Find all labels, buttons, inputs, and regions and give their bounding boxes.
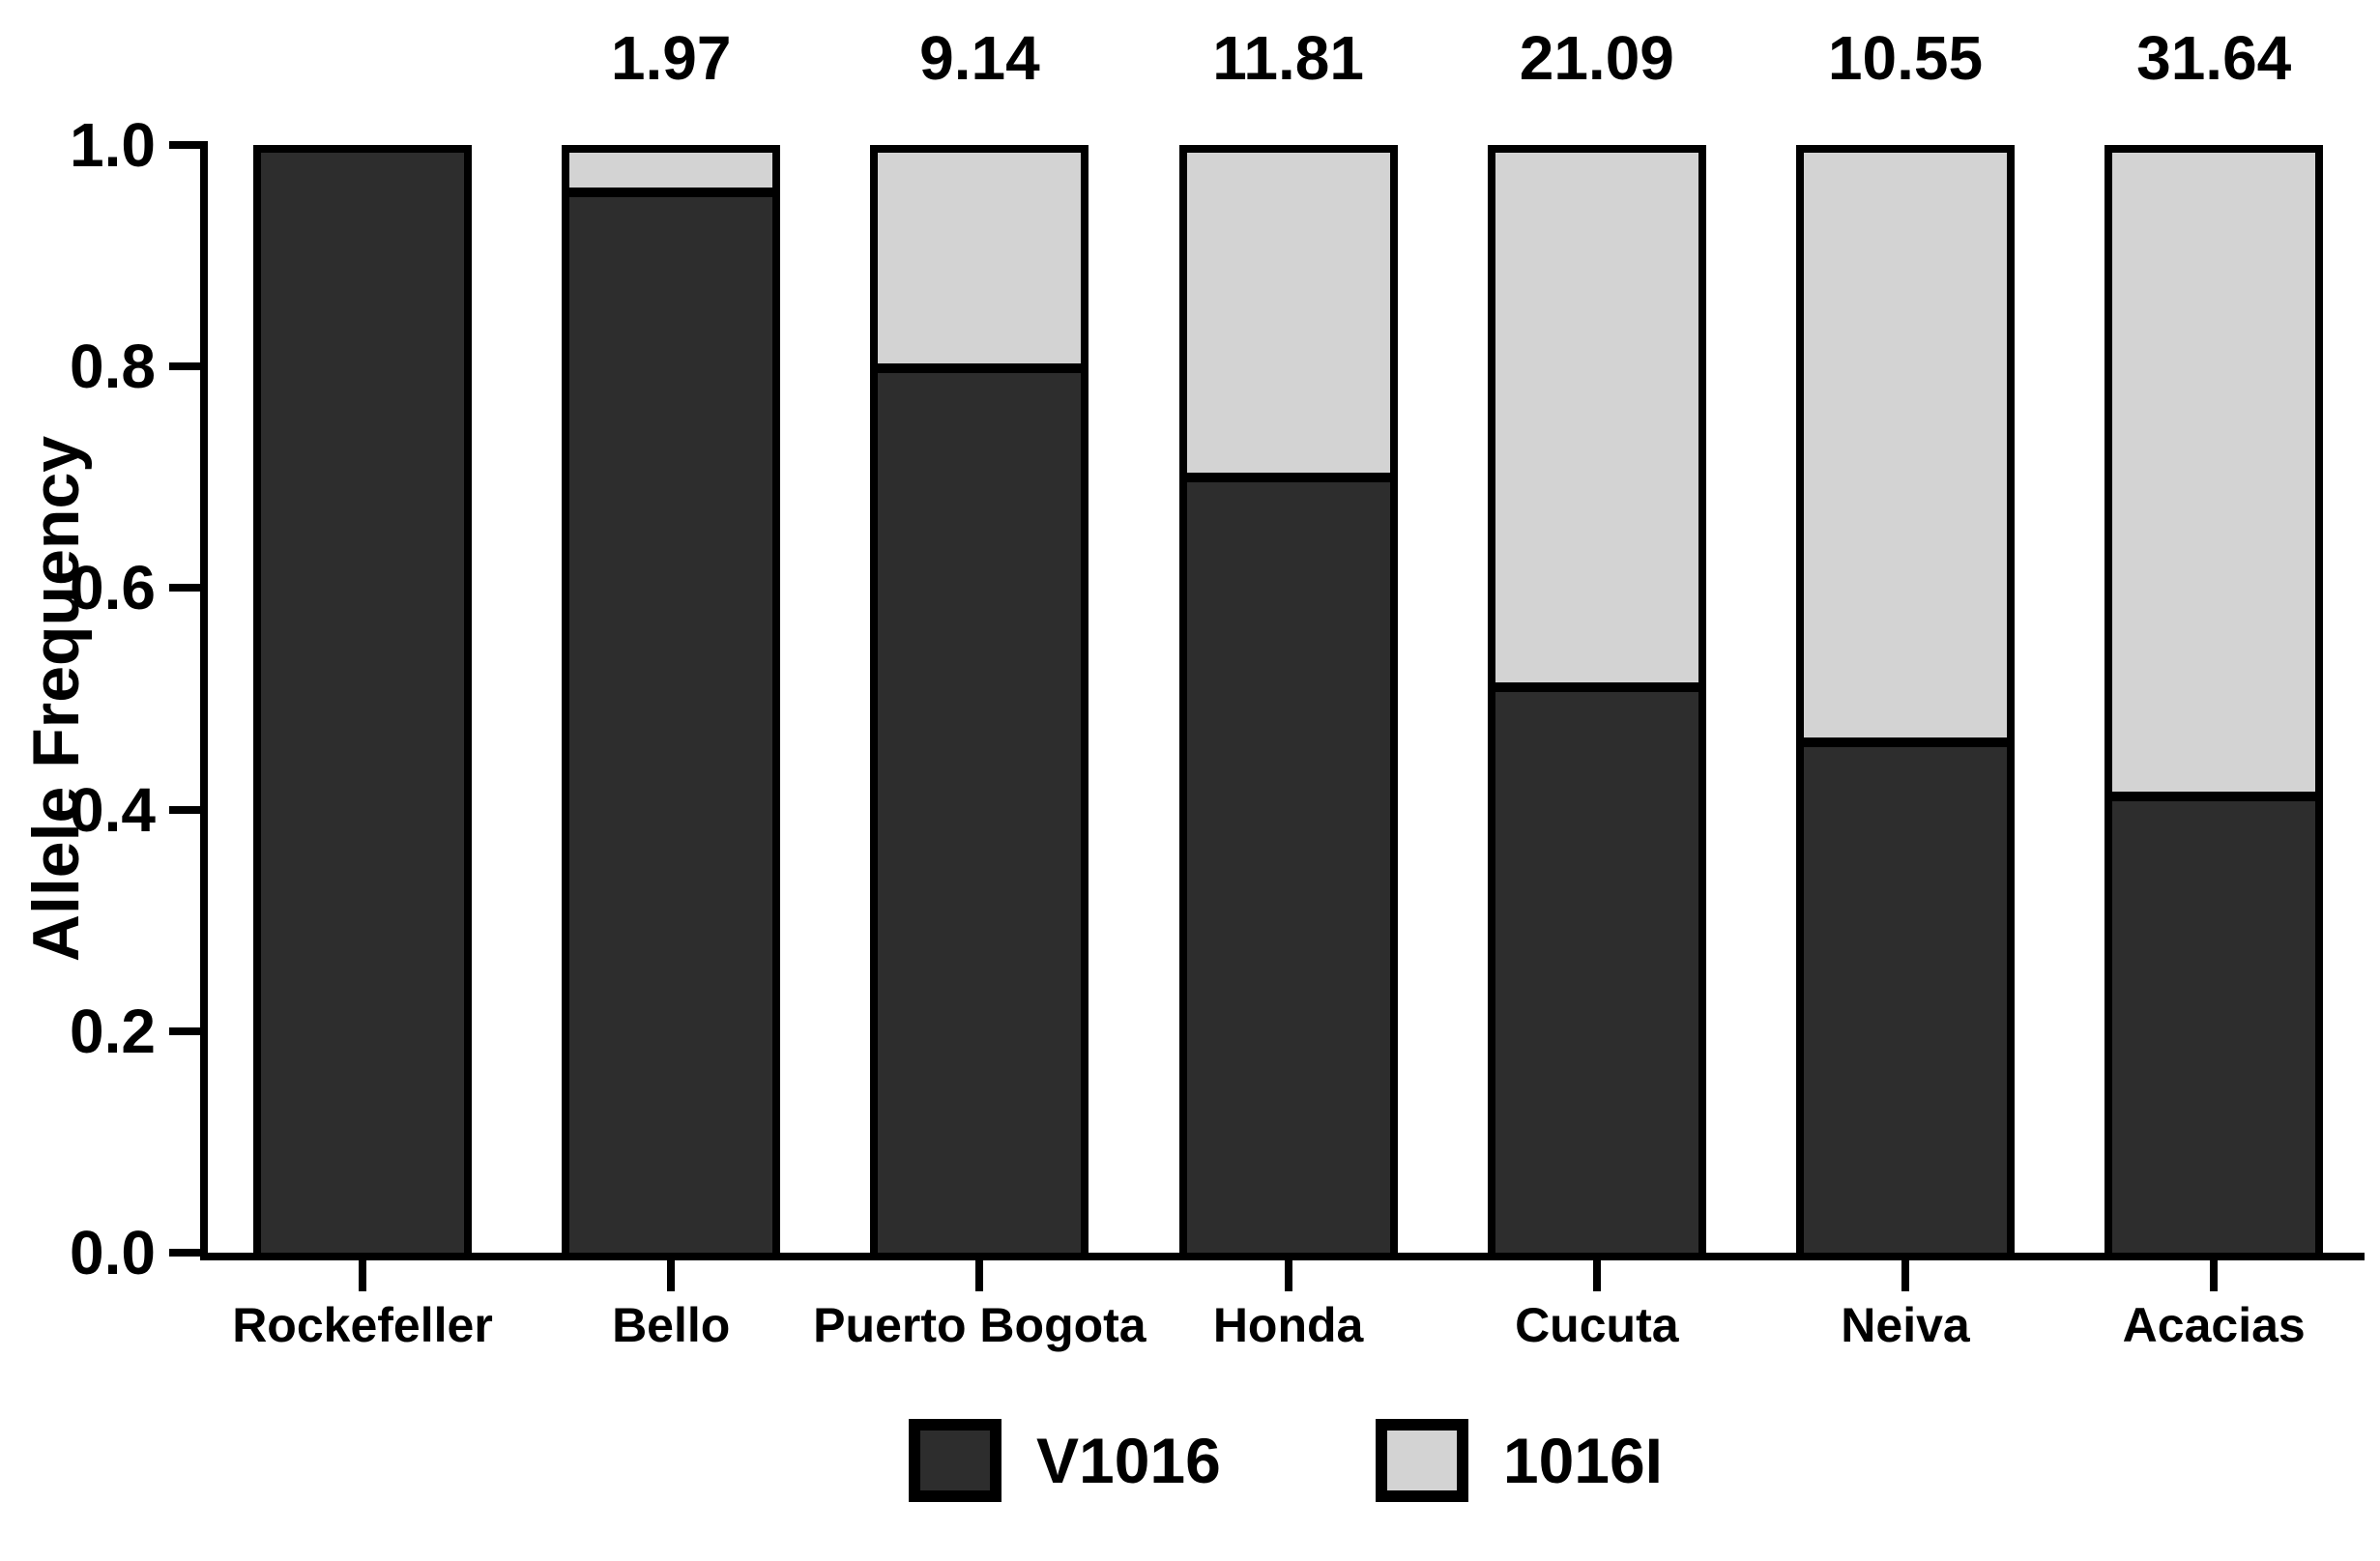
chart-legend: V1016 1016I — [909, 1419, 1663, 1502]
bar-neiva — [1796, 145, 2015, 1260]
x-tick-mark — [667, 1260, 676, 1291]
bar-annotation-puerto-bogota: 9.14 — [919, 23, 1040, 93]
bar-acacias — [2104, 145, 2324, 1260]
x-tick-mark — [975, 1260, 984, 1291]
bar-annotation-honda: 11.81 — [1212, 23, 1364, 93]
y-tick-mark — [169, 1249, 200, 1257]
x-category-label-neiva: Neiva — [1841, 1298, 1970, 1352]
y-tick-label: 0.6 — [70, 553, 156, 623]
segment-1016i-neiva — [1804, 153, 2007, 747]
x-tick-mark — [2210, 1260, 2219, 1291]
y-tick-label: 0.4 — [70, 774, 156, 845]
x-category-label-bello: Bello — [612, 1298, 731, 1352]
legend-label-1016i: 1016I — [1502, 1425, 1664, 1496]
bar-annotation-acacias: 31.64 — [2136, 23, 2292, 93]
bar-bello — [562, 145, 781, 1260]
y-axis-line — [200, 141, 208, 1260]
y-tick-label: 1.0 — [70, 110, 156, 180]
bar-annotation-neiva: 10.55 — [1827, 23, 1984, 93]
x-category-label-cucuta: Cucuta — [1515, 1298, 1679, 1352]
legend-label-v1016: V1016 — [1036, 1425, 1221, 1496]
legend-swatch-1016i — [1375, 1419, 1468, 1502]
x-category-label-rockefeller: Rockefeller — [232, 1298, 493, 1352]
legend-item-1016i: 1016I — [1375, 1419, 1664, 1502]
legend-swatch-v1016 — [909, 1419, 1001, 1502]
x-tick-mark — [1901, 1260, 1909, 1291]
legend-item-v1016: V1016 — [909, 1419, 1221, 1502]
segment-v1016-cucuta — [1495, 691, 1698, 1253]
segment-1016i-puerto-bogota — [878, 153, 1082, 373]
segment-1016i-bello — [569, 153, 773, 197]
bar-cucuta — [1487, 145, 1706, 1260]
bar-rockefeller — [253, 145, 472, 1260]
bar-annotation-cucuta: 21.09 — [1519, 23, 1674, 93]
x-tick-mark — [359, 1260, 366, 1291]
y-tick-mark — [169, 1026, 200, 1035]
x-category-label-honda: Honda — [1212, 1298, 1364, 1352]
segment-v1016-puerto-bogota — [878, 372, 1082, 1253]
y-tick-label: 0.0 — [70, 1218, 156, 1287]
bar-puerto-bogota — [870, 145, 1089, 1260]
bar-honda — [1178, 145, 1398, 1260]
x-tick-mark — [1592, 1260, 1601, 1291]
segment-1016i-cucuta — [1495, 153, 1698, 692]
segment-v1016-honda — [1186, 482, 1390, 1253]
x-category-label-acacias: Acacias — [2122, 1298, 2306, 1352]
x-category-label-puerto-bogota: Puerto Bogota — [813, 1298, 1146, 1352]
y-tick-mark — [169, 141, 200, 149]
y-tick-mark — [169, 584, 200, 593]
segment-v1016-acacias — [2112, 801, 2316, 1253]
segment-1016i-acacias — [2112, 153, 2316, 802]
y-tick-label: 0.2 — [70, 996, 156, 1066]
bar-annotation-bello: 1.97 — [610, 23, 732, 93]
segment-1016i-honda — [1186, 153, 1390, 483]
segment-v1016-neiva — [1804, 746, 2007, 1253]
y-tick-mark — [169, 805, 200, 814]
y-axis-title: Allele Frequency — [19, 435, 93, 963]
segment-v1016-bello — [569, 196, 773, 1253]
x-tick-mark — [1284, 1260, 1292, 1291]
y-tick-label: 0.8 — [70, 332, 156, 402]
segment-v1016-rockefeller — [261, 153, 464, 1253]
y-tick-mark — [169, 362, 200, 371]
